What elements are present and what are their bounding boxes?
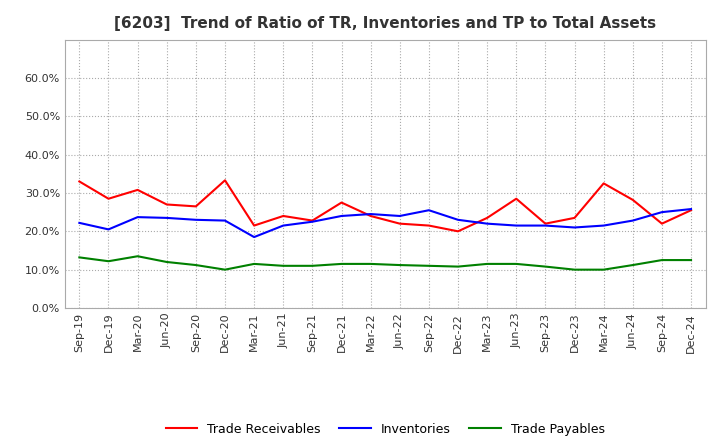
- Trade Payables: [657, 257, 666, 263]
- Inventories: [75, 220, 84, 226]
- Inventories: [250, 235, 258, 240]
- Inventories: [483, 221, 492, 226]
- Trade Receivables: [657, 221, 666, 226]
- Trade Receivables: [220, 178, 229, 183]
- Trade Receivables: [425, 223, 433, 228]
- Inventories: [599, 223, 608, 228]
- Line: Trade Receivables: Trade Receivables: [79, 180, 691, 231]
- Trade Receivables: [133, 187, 142, 193]
- Trade Receivables: [104, 196, 113, 202]
- Trade Payables: [512, 261, 521, 267]
- Trade Payables: [425, 263, 433, 268]
- Inventories: [337, 213, 346, 219]
- Inventories: [657, 209, 666, 215]
- Line: Inventories: Inventories: [79, 209, 691, 237]
- Trade Receivables: [483, 215, 492, 220]
- Trade Payables: [337, 261, 346, 267]
- Trade Payables: [570, 267, 579, 272]
- Trade Payables: [308, 263, 317, 268]
- Legend: Trade Receivables, Inventories, Trade Payables: Trade Receivables, Inventories, Trade Pa…: [161, 418, 610, 440]
- Inventories: [454, 217, 462, 223]
- Inventories: [425, 208, 433, 213]
- Trade Payables: [163, 259, 171, 264]
- Line: Trade Payables: Trade Payables: [79, 256, 691, 270]
- Trade Receivables: [395, 221, 404, 226]
- Trade Receivables: [570, 215, 579, 220]
- Trade Payables: [192, 262, 200, 268]
- Trade Payables: [220, 267, 229, 272]
- Trade Payables: [629, 262, 637, 268]
- Trade Payables: [366, 261, 375, 267]
- Trade Payables: [541, 264, 550, 269]
- Inventories: [395, 213, 404, 219]
- Inventories: [104, 227, 113, 232]
- Trade Payables: [454, 264, 462, 269]
- Inventories: [220, 218, 229, 223]
- Inventories: [687, 206, 696, 212]
- Trade Payables: [250, 261, 258, 267]
- Trade Receivables: [250, 223, 258, 228]
- Inventories: [366, 211, 375, 216]
- Trade Receivables: [629, 197, 637, 202]
- Trade Payables: [279, 263, 287, 268]
- Trade Payables: [104, 259, 113, 264]
- Trade Receivables: [454, 229, 462, 234]
- Trade Receivables: [75, 179, 84, 184]
- Trade Receivables: [163, 202, 171, 207]
- Trade Receivables: [279, 213, 287, 219]
- Trade Payables: [75, 255, 84, 260]
- Inventories: [629, 218, 637, 223]
- Inventories: [570, 225, 579, 230]
- Inventories: [279, 223, 287, 228]
- Inventories: [192, 217, 200, 223]
- Trade Receivables: [599, 181, 608, 186]
- Trade Receivables: [512, 196, 521, 202]
- Trade Receivables: [366, 213, 375, 219]
- Inventories: [133, 214, 142, 220]
- Trade Payables: [483, 261, 492, 267]
- Trade Payables: [599, 267, 608, 272]
- Inventories: [163, 215, 171, 220]
- Trade Receivables: [687, 208, 696, 213]
- Trade Receivables: [192, 204, 200, 209]
- Trade Receivables: [541, 221, 550, 226]
- Inventories: [512, 223, 521, 228]
- Trade Payables: [687, 257, 696, 263]
- Trade Receivables: [337, 200, 346, 205]
- Trade Payables: [395, 262, 404, 268]
- Title: [6203]  Trend of Ratio of TR, Inventories and TP to Total Assets: [6203] Trend of Ratio of TR, Inventories…: [114, 16, 656, 32]
- Inventories: [308, 219, 317, 224]
- Trade Receivables: [308, 218, 317, 223]
- Inventories: [541, 223, 550, 228]
- Trade Payables: [133, 253, 142, 259]
